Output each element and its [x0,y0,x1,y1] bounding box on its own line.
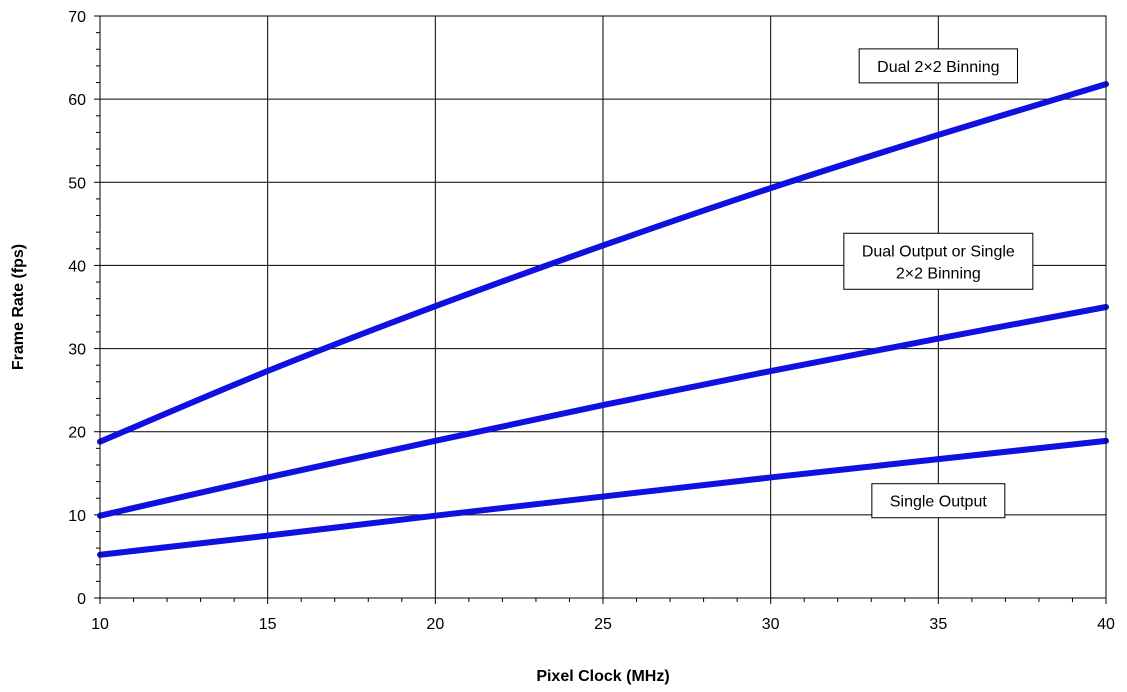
y-tick-label: 0 [77,591,86,608]
annotation-text: Dual 2×2 Binning [877,59,999,76]
annotation-text: 2×2 Binning [896,265,981,282]
plot-area-border [99,15,1107,599]
annotation-text: Dual Output or Single [862,243,1015,260]
annotation-3: Single Output [871,483,1006,519]
x-axis-title: Pixel Clock (MHz) [536,668,669,685]
x-tick-label: 25 [594,616,612,633]
y-axis-tick-labels: 0 10 20 30 40 50 60 70 [68,9,86,608]
y-tick-label: 20 [68,425,86,442]
annotation-text: Single Output [890,494,988,511]
y-tick-label: 30 [68,342,86,359]
y-tick-label: 40 [68,258,86,275]
x-tick-label: 35 [929,616,947,633]
annotation-2: Dual Output or Single 2×2 Binning [843,232,1034,290]
curve-annotations: Dual 2×2 Binning Dual Output or Single 2×2… [843,48,1034,519]
x-tick-label: 15 [259,616,277,633]
y-axis-title: Frame Rate (fps) [10,244,27,370]
annotation-1: Dual 2×2 Binning [858,48,1018,84]
x-tick-label: 10 [91,616,109,633]
series-line-3 [97,437,1109,558]
annotation-box [858,48,1018,84]
x-tick-label: 30 [762,616,780,633]
annotation-box [871,483,1006,519]
x-tick-label: 20 [426,616,444,633]
data-series [97,81,1109,558]
annotation-box [843,232,1034,290]
y-tick-label: 70 [68,9,86,26]
series-line-1 [97,81,1109,445]
y-tick-label: 10 [68,508,86,525]
x-tick-label: 40 [1097,616,1115,633]
y-tick-label: 60 [68,92,86,109]
x-axis-tick-labels: 10 15 20 25 30 35 40 [91,616,1115,633]
minor-ticks [94,15,1107,604]
y-tick-label: 50 [68,175,86,192]
series-line-2 [97,304,1109,519]
